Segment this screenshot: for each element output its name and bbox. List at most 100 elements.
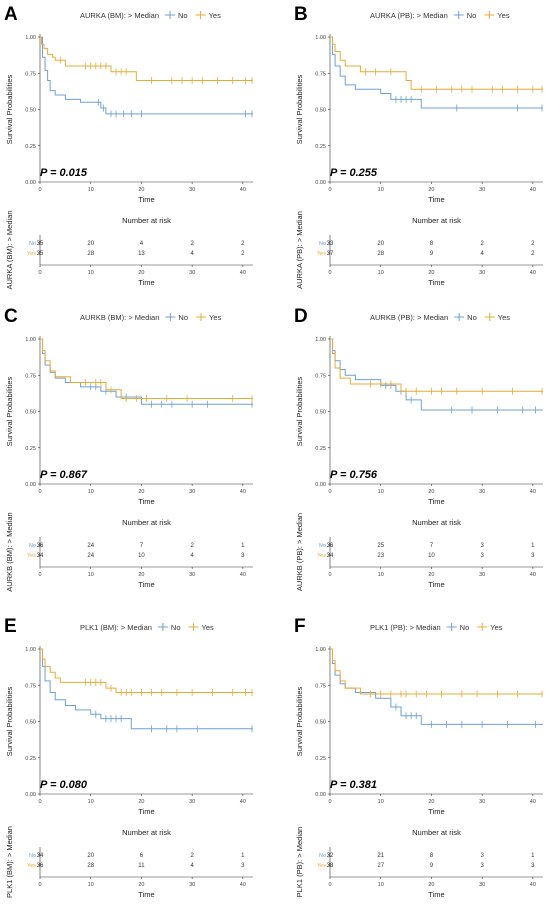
risk-x-tick-label: 20: [428, 270, 434, 276]
p-value: P = 0.381: [330, 779, 377, 791]
x-axis-title: Time: [428, 807, 444, 816]
x-axis: 0 10 20 30 40: [328, 483, 543, 495]
risk-count: 2: [190, 853, 194, 859]
risk-x-tick-label: 0: [328, 270, 331, 276]
risk-count: 9: [430, 863, 434, 869]
risk-count: 10: [138, 553, 145, 559]
risk-count: 34: [327, 553, 334, 559]
risk-count: 8: [430, 853, 434, 859]
y-tick-label: 0.75: [25, 683, 36, 689]
x-tick-label: 40: [530, 799, 536, 805]
risk-count: 2: [531, 251, 535, 257]
legend-title: PLK1 (BM): > Median: [80, 623, 152, 632]
p-value: P = 0.867: [40, 469, 88, 481]
series-line-yes: [330, 648, 543, 695]
x-tick-label: 20: [138, 799, 144, 805]
risk-x-tick-label: 20: [138, 572, 144, 578]
x-tick-label: 10: [378, 799, 384, 805]
y-axis-title: Survival Probabilities: [5, 376, 14, 446]
risk-count: 3: [480, 853, 484, 859]
y-tick-label: 0.50: [315, 720, 326, 726]
panel-a: A AURKA (BM): > Median No Yes0.000.250.500.…: [4, 4, 253, 289]
series-line-no: [40, 338, 253, 405]
risk-count: 38: [327, 863, 334, 869]
risk-x-axis-title: Time: [428, 278, 444, 287]
x-tick-label: 30: [479, 799, 485, 805]
series-yes: [40, 338, 253, 402]
legend-label-yes: Yes: [498, 313, 510, 322]
y-tick-label: 1.00: [315, 35, 326, 41]
risk-y-axis-title: PLK1 (BM): > Median: [5, 826, 14, 898]
legend-label-yes: Yes: [202, 623, 214, 632]
risk-x-tick-label: 10: [88, 572, 94, 578]
risk-count: 4: [190, 251, 194, 257]
risk-count: 35: [37, 241, 44, 247]
legend-label-no: No: [460, 623, 470, 632]
x-tick-label: 10: [88, 799, 94, 805]
risk-count: 36: [37, 863, 44, 869]
x-tick-label: 0: [328, 187, 331, 193]
risk-count: 34: [37, 553, 44, 559]
risk-count: 2: [190, 241, 194, 247]
x-axis: 0 10 20 30 40: [38, 793, 253, 805]
risk-x-tick-label: 20: [428, 882, 434, 888]
x-tick-label: 20: [138, 187, 144, 193]
x-tick-label: 20: [428, 799, 434, 805]
risk-count: 32: [327, 853, 334, 859]
risk-group-no: No: [319, 853, 326, 859]
y-axis: 0.00 0.25 0.50 0.75 1.00: [25, 646, 41, 798]
x-axis: 0 10 20 30 40: [328, 181, 543, 193]
y-tick-label: 0.75: [315, 71, 326, 77]
x-tick-label: 20: [428, 187, 434, 193]
series-line-no: [40, 36, 253, 115]
x-tick-label: 10: [88, 489, 94, 495]
series-line-yes: [40, 648, 253, 693]
legend: PLK1 (BM): > Median No Yes: [80, 623, 214, 632]
y-tick-label: 0.75: [315, 683, 326, 689]
legend-label-yes: Yes: [209, 313, 221, 322]
x-tick-label: 40: [240, 799, 246, 805]
risk-y-axis-title: AURKA (PB): > Median: [295, 211, 304, 289]
risk-x-tick-label: 40: [240, 572, 246, 578]
risk-count: 4: [190, 553, 194, 559]
risk-table-title: Number at risk: [122, 216, 171, 225]
y-tick-label: 0.50: [315, 410, 326, 416]
risk-count: 2: [241, 241, 245, 247]
risk-y-axis-title: AURKB (BM): > Median: [5, 512, 14, 591]
risk-count: 33: [327, 241, 334, 247]
x-tick-label: 0: [38, 489, 41, 495]
x-axis-title: Time: [428, 497, 444, 506]
legend-title: AURKA (BM): > Median: [80, 11, 159, 20]
series-yes: [40, 36, 253, 84]
y-tick-label: 0.50: [315, 108, 326, 114]
risk-group-no: No: [29, 241, 36, 247]
x-axis: 0 10 20 30 40: [38, 483, 253, 495]
legend-title: AURKA (PB): > Median: [370, 11, 448, 20]
risk-group-yes: Yes: [27, 553, 36, 559]
risk-x-axis-title: Time: [138, 890, 154, 899]
x-tick-label: 30: [189, 799, 195, 805]
x-tick-label: 0: [38, 187, 41, 193]
risk-x-tick-label: 0: [38, 882, 41, 888]
risk-count: 8: [430, 241, 434, 247]
y-tick-label: 0.50: [25, 108, 36, 114]
risk-count: 1: [241, 853, 245, 859]
risk-x-tick-label: 0: [38, 270, 41, 276]
legend-label-no: No: [467, 11, 477, 20]
y-axis-title: Survival Probabilities: [5, 74, 14, 144]
risk-y-axis-title: AURKB (PB): > Median: [295, 513, 304, 591]
risk-count: 3: [531, 863, 535, 869]
y-tick-label: 0.00: [315, 792, 326, 798]
risk-table-title: Number at risk: [412, 518, 461, 527]
x-axis: 0 10 20 30 40: [38, 181, 253, 193]
series-no: [40, 36, 253, 118]
risk-x-tick-label: 10: [378, 882, 384, 888]
risk-x-axis-title: Time: [138, 278, 154, 287]
x-tick-label: 10: [378, 489, 384, 495]
x-axis: 0 10 20 30 40: [328, 793, 543, 805]
risk-x-tick-label: 0: [328, 572, 331, 578]
y-tick-label: 1.00: [315, 647, 326, 653]
series-no: [330, 648, 543, 728]
